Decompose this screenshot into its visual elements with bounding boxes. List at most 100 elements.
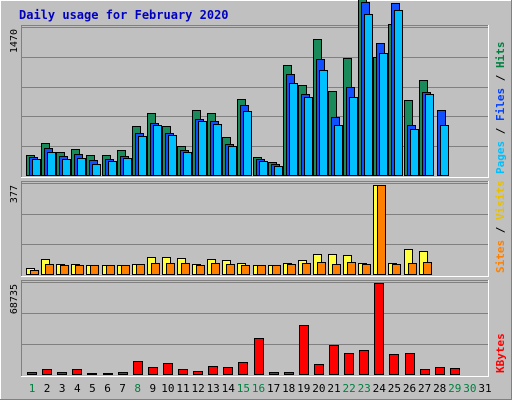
x-tick-label-day-12: 12 — [191, 382, 204, 395]
x-tick-label-day-17: 17 — [267, 382, 280, 395]
bar-pages-day-11 — [183, 152, 192, 176]
bar-sites-day-18 — [287, 264, 296, 275]
x-tick-label-day-9: 9 — [149, 382, 156, 395]
chart-panels: 1470 Pages / Files / Hits 377 Sites / Visit… — [9, 0, 507, 377]
bar-pages-day-13 — [213, 124, 222, 176]
bar-sites-day-22 — [347, 262, 356, 275]
bar-pages-day-8 — [138, 136, 147, 176]
x-tick-label-day-28: 28 — [433, 382, 446, 395]
legend-entry-visits: Visits — [494, 180, 507, 220]
bar-pages-day-17 — [274, 166, 283, 176]
bar-kbytes-day-2 — [42, 369, 52, 375]
bar-kbytes-day-13 — [208, 366, 218, 375]
x-tick-label-day-15: 15 — [237, 382, 250, 395]
bar-kbytes-day-1 — [27, 372, 37, 375]
x-tick-label-day-29: 29 — [448, 382, 461, 395]
bar-pages-day-6 — [108, 161, 117, 176]
x-tick-label-day-31: 31 — [478, 382, 491, 395]
bar-sites-day-7 — [121, 265, 130, 275]
x-tick-label-day-5: 5 — [89, 382, 96, 395]
bar-sites-day-20 — [317, 262, 326, 275]
x-tick-label-day-22: 22 — [342, 382, 355, 395]
bar-pages-day-9 — [153, 125, 162, 176]
bar-kbytes-day-21 — [329, 345, 339, 375]
bar-kbytes-day-27 — [420, 369, 430, 375]
x-axis-day-labels: 1 2 3 4 5 6 7 8 9 10 11 12 13 14 15 16 17 18 19 20 21 22 23 24 2… — [29, 382, 492, 395]
bar-sites-day-9 — [151, 263, 160, 275]
x-tick-label-day-1: 1 — [29, 382, 36, 395]
series-kbytes — [27, 283, 460, 375]
x-tick-label-day-24: 24 — [373, 382, 387, 395]
bar-pages-day-7 — [123, 158, 132, 176]
bar-sites-day-4 — [75, 265, 84, 275]
bar-sites-day-24 — [377, 185, 386, 275]
bar-sites-day-10 — [166, 263, 175, 275]
x-tick-label-day-21: 21 — [327, 382, 340, 395]
plot-area — [21, 181, 489, 277]
bar-pages-day-12 — [198, 121, 207, 176]
bar-kbytes-day-15 — [238, 362, 248, 375]
panel-kbytes: 68735 KBytes — [9, 280, 507, 377]
bar-kbytes-day-14 — [223, 367, 233, 375]
bar-kbytes-day-3 — [57, 372, 67, 375]
legend-separator: / — [494, 121, 507, 141]
bar-sites-day-25 — [392, 264, 401, 275]
bar-kbytes-day-18 — [284, 372, 294, 375]
bar-kbytes-day-7 — [118, 372, 128, 375]
legend-separator: / — [494, 220, 507, 240]
bar-pages-day-2 — [47, 152, 56, 176]
bar-kbytes-day-10 — [163, 363, 173, 375]
bar-kbytes-day-4 — [72, 369, 82, 375]
x-tick-label-day-18: 18 — [282, 382, 295, 395]
x-tick-label-day-10: 10 — [161, 382, 174, 395]
x-tick-label-day-7: 7 — [119, 382, 126, 395]
bar-pages-day-16 — [259, 161, 268, 176]
bar-pages-day-26 — [410, 129, 419, 176]
y-axis-max-label: 377 — [9, 185, 20, 203]
series-pages — [32, 10, 449, 176]
bar-pages-day-14 — [228, 146, 237, 176]
panel-hits-files-pages: 1470 Pages / Files / Hits — [9, 0, 507, 178]
bar-sites-day-17 — [272, 265, 281, 275]
bar-pages-day-1 — [32, 159, 41, 176]
x-tick-label-day-26: 26 — [403, 382, 416, 395]
bar-kbytes-day-6 — [103, 373, 113, 375]
bar-kbytes-day-22 — [344, 353, 354, 375]
bar-pages-day-21 — [334, 125, 343, 176]
bar-sites-day-15 — [241, 265, 250, 275]
x-tick-label-day-6: 6 — [104, 382, 111, 395]
bar-pages-day-25 — [394, 10, 403, 176]
x-tick-label-day-16: 16 — [252, 382, 265, 395]
x-tick-label-day-30: 30 — [463, 382, 476, 395]
x-tick-label-day-2: 2 — [44, 382, 51, 395]
x-tick-label-day-27: 27 — [418, 382, 431, 395]
bar-pages-day-28 — [440, 125, 449, 176]
bar-pages-day-10 — [168, 135, 177, 176]
bar-sites-day-8 — [136, 264, 145, 275]
bar-pages-day-24 — [379, 53, 388, 176]
legend-separator: / — [494, 68, 507, 88]
bar-kbytes-day-11 — [178, 369, 188, 375]
legend-entry-files: Files — [494, 88, 507, 121]
x-tick-label-day-14: 14 — [222, 382, 236, 395]
bar-pages-day-19 — [304, 97, 313, 176]
bar-sites-day-26 — [408, 263, 417, 275]
x-tick-label-day-8: 8 — [134, 382, 141, 395]
bar-sites-day-23 — [362, 264, 371, 275]
x-tick-label-day-23: 23 — [358, 382, 371, 395]
x-tick-label-day-20: 20 — [312, 382, 325, 395]
bar-kbytes-day-25 — [389, 354, 399, 375]
chart-title: Daily usage for February 2020 — [19, 8, 229, 22]
bar-sites-day-1 — [30, 270, 39, 275]
x-tick-label-day-3: 3 — [59, 382, 66, 395]
legend-visits-sites: Sites / Visits — [494, 180, 507, 273]
x-tick-label-day-25: 25 — [388, 382, 401, 395]
bar-kbytes-day-9 — [148, 367, 158, 375]
bar-pages-day-23 — [364, 14, 373, 176]
bar-kbytes-day-29 — [450, 368, 460, 375]
x-tick-label-day-11: 11 — [176, 382, 189, 395]
y-axis-max-label: 1470 — [9, 29, 20, 53]
bar-sites-day-14 — [226, 264, 235, 275]
